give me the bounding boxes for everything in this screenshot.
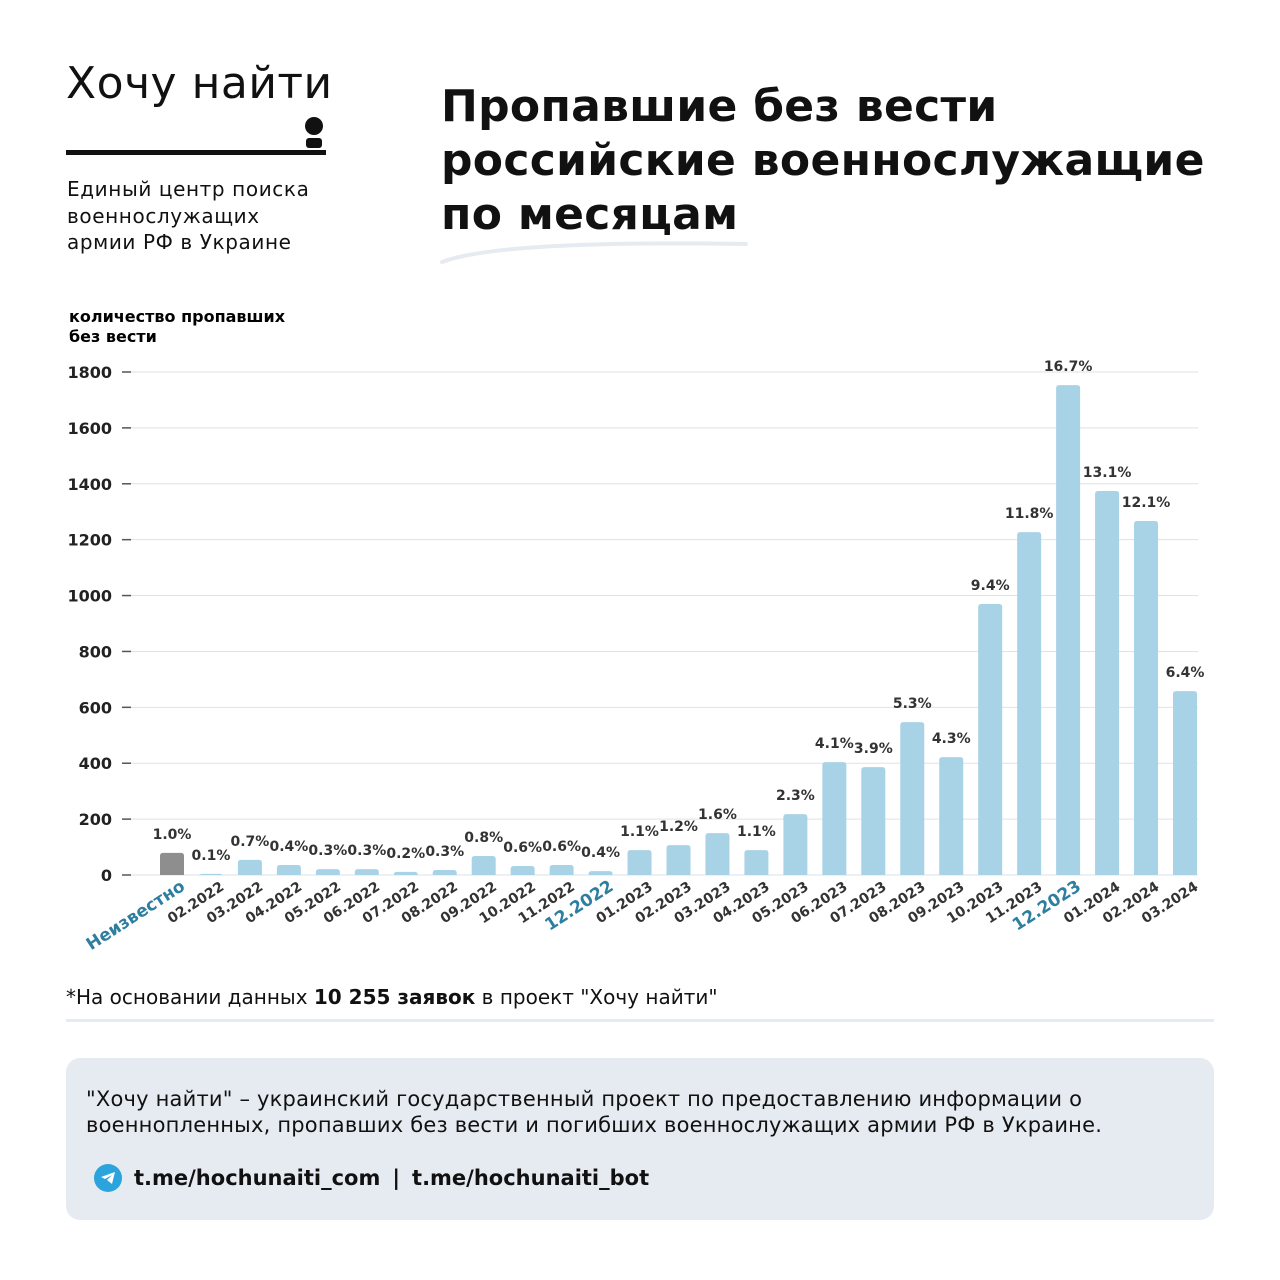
data-label: 0.2%: [386, 846, 425, 862]
bar: [978, 603, 1003, 875]
bar: [666, 845, 691, 875]
bar: [1017, 532, 1042, 875]
data-label: 1.6%: [698, 807, 737, 823]
bar: [549, 864, 574, 875]
data-label: 4.1%: [815, 736, 854, 752]
logo-title: Хочу найти: [66, 58, 333, 109]
data-label: 0.3%: [308, 843, 347, 859]
data-label: 11.8%: [1005, 506, 1054, 522]
bar: [198, 873, 223, 877]
y-axis-label: количество пропавших: [69, 307, 286, 326]
bar: [315, 869, 340, 875]
y-tick-label: 1200: [67, 531, 112, 550]
y-tick-label: 1000: [67, 587, 112, 606]
bar: [939, 757, 964, 875]
bar: [783, 814, 808, 875]
y-tick-label: 0: [101, 866, 112, 885]
telegram-channel-link[interactable]: t.me/hochunaiti_com: [134, 1166, 381, 1190]
subtitle-line: армии РФ в Украине: [67, 230, 292, 254]
footnote-suffix: в проект "Хочу найти": [475, 985, 718, 1009]
bar: [588, 871, 613, 875]
info-text: "Хочу найти" – украинский государственны…: [86, 1087, 1103, 1137]
footnote-prefix: *На основании данных: [66, 985, 314, 1009]
data-label: 2.3%: [776, 788, 815, 804]
bar: [237, 859, 262, 875]
data-label: 16.7%: [1044, 359, 1093, 375]
data-label: 13.1%: [1083, 465, 1132, 481]
subtitle-line: Единый центр поиска: [67, 177, 310, 201]
page-title: Пропавшие без вести российские военнослу…: [441, 80, 1261, 242]
link-separator: |: [392, 1166, 401, 1190]
divider: [66, 1019, 1214, 1022]
bar: [705, 833, 730, 875]
data-label: 1.1%: [737, 824, 776, 840]
person-icon: [305, 117, 323, 148]
title-line: Пропавшие без вести: [441, 81, 998, 132]
y-tick-label: 1400: [67, 475, 112, 494]
title-line: по месяцам: [441, 189, 739, 240]
bar-chart: количество пропавших без вести 0 200 400 60…: [67, 307, 1205, 955]
title-line: российские военнослужащие: [441, 135, 1205, 186]
bar: [432, 869, 457, 875]
data-label: 0.4%: [269, 839, 308, 855]
telegram-icon: [94, 1164, 122, 1192]
bar: [471, 855, 496, 875]
data-label: 0.7%: [231, 834, 270, 850]
subtitle-line: военнослужащих: [67, 203, 260, 228]
bar: [822, 762, 847, 875]
data-label: 0.8%: [464, 830, 503, 846]
y-tick-label: 600: [79, 698, 112, 717]
logo-subtitle: Единый центр поиска военнослужащих армии…: [67, 176, 367, 256]
data-label: 1.0%: [153, 827, 192, 843]
data-label: 6.4%: [1166, 665, 1205, 681]
data-label: 1.1%: [620, 824, 659, 840]
data-label: 0.4%: [581, 845, 620, 861]
data-label: 0.1%: [192, 848, 231, 864]
bar: [1134, 520, 1159, 875]
bar: [744, 850, 769, 875]
bar: [1095, 491, 1120, 875]
y-tick-label: 200: [79, 810, 112, 829]
bar: [861, 767, 886, 875]
bar: [900, 722, 925, 875]
bar: [627, 850, 652, 875]
info-box: "Хочу найти" – украинский государственны…: [66, 1058, 1214, 1220]
data-label: 0.6%: [542, 839, 581, 855]
bar: [510, 866, 535, 875]
bar: [393, 871, 418, 875]
data-label: 0.6%: [503, 840, 542, 856]
bar: [1173, 691, 1197, 875]
y-tick-label: 1800: [67, 363, 112, 382]
y-axis-label: без вести: [69, 327, 157, 346]
y-tick-label: 1600: [67, 419, 112, 438]
data-label: 4.3%: [932, 731, 971, 747]
footnote: *На основании данных 10 255 заявок в про…: [66, 985, 718, 1009]
data-label: 9.4%: [971, 578, 1010, 594]
bar: [354, 869, 379, 875]
footnote-count: 10 255 заявок: [313, 985, 476, 1009]
bar: [276, 864, 301, 875]
data-label: 1.2%: [659, 819, 698, 835]
bar: [1056, 385, 1081, 875]
data-label: 0.3%: [347, 843, 386, 859]
data-label: 12.1%: [1122, 495, 1171, 511]
y-tick-label: 400: [79, 754, 112, 773]
data-label: 0.3%: [425, 844, 464, 860]
title-swoosh: [440, 241, 748, 264]
bar: [160, 852, 184, 875]
y-tick-label: 800: [79, 642, 112, 661]
logo-underline: [66, 150, 326, 155]
links: t.me/hochunaiti_com | t.me/hochunaiti_bo…: [94, 1164, 649, 1192]
data-label: 5.3%: [893, 696, 932, 712]
data-label: 3.9%: [854, 741, 893, 757]
telegram-bot-link[interactable]: t.me/hochunaiti_bot: [412, 1166, 650, 1190]
